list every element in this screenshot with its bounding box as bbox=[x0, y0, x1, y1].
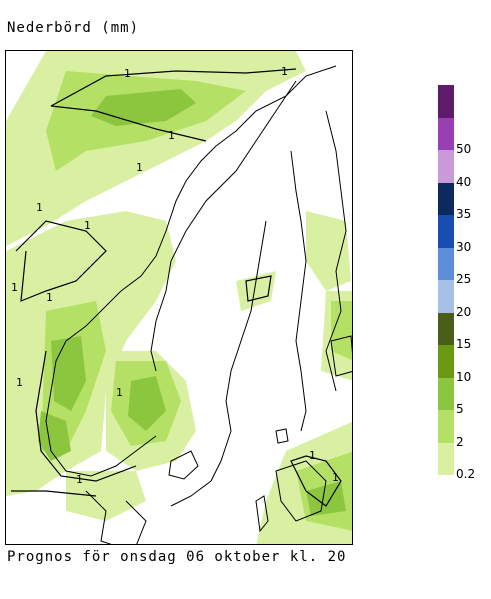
contour-label: 1 bbox=[309, 449, 316, 462]
sweden-east-coast bbox=[170, 220, 267, 507]
contour-label: 1 bbox=[84, 219, 91, 232]
legend-label: 10 bbox=[456, 369, 472, 384]
vanern-lake bbox=[168, 450, 199, 480]
legend-label: 30 bbox=[456, 239, 472, 254]
norway-coastline bbox=[45, 65, 337, 477]
legend-label: 50 bbox=[456, 142, 472, 156]
legend-swatch bbox=[438, 247, 454, 280]
legend-swatch bbox=[438, 410, 454, 443]
contour-baltic bbox=[290, 455, 342, 507]
precip-area-south-norway-dark bbox=[128, 376, 166, 431]
legend-swatch bbox=[438, 117, 454, 150]
contour-lines-layer bbox=[11, 68, 342, 507]
baltic-states bbox=[275, 460, 327, 522]
aland-islands bbox=[275, 428, 289, 444]
legend-label: 15 bbox=[456, 337, 472, 351]
gotland-island bbox=[255, 495, 269, 533]
map-svg: 1 1 1 1 1 1 1 1 1 1 1 1 1 bbox=[6, 51, 352, 544]
contour-label: 1 bbox=[168, 129, 175, 142]
map-title: Nederbörd (mm) bbox=[7, 20, 140, 36]
contour-skagerrak bbox=[11, 490, 97, 497]
finland-russia-border bbox=[325, 110, 347, 392]
legend-label: 20 bbox=[456, 304, 472, 319]
contour-label: 1 bbox=[11, 281, 18, 294]
ladoga-lake bbox=[330, 335, 352, 377]
legend-swatch bbox=[438, 377, 454, 410]
contour-label: 1 bbox=[46, 291, 53, 304]
legend-swatch bbox=[438, 85, 454, 118]
legend-swatch bbox=[438, 182, 454, 215]
contour-label: 1 bbox=[36, 201, 43, 214]
contour-label: 1 bbox=[16, 376, 23, 389]
contour-sweden-spot bbox=[245, 275, 272, 302]
precip-area-russia-mid bbox=[331, 301, 352, 361]
legend-label: 0.2 bbox=[456, 467, 476, 481]
contour-label: 1 bbox=[116, 386, 123, 399]
contour-label: 1 bbox=[332, 471, 339, 484]
precip-area-norway-coast-dark bbox=[51, 336, 86, 411]
legend-label: 2 bbox=[456, 434, 464, 449]
legend-swatch bbox=[438, 150, 454, 183]
legend-label: 5 bbox=[456, 402, 464, 416]
legend-swatch bbox=[438, 280, 454, 313]
finland-coast bbox=[290, 150, 307, 432]
legend-swatch bbox=[438, 442, 454, 475]
contour-label: 1 bbox=[281, 65, 288, 78]
contour-label: 1 bbox=[124, 67, 131, 80]
contour-north bbox=[50, 68, 297, 142]
legend-label: 35 bbox=[456, 207, 472, 221]
forecast-caption: Prognos för onsdag 06 oktober kl. 20 bbox=[7, 549, 347, 565]
legend-label: 25 bbox=[456, 272, 472, 286]
precipitation-map: 1 1 1 1 1 1 1 1 1 1 1 1 1 bbox=[5, 50, 353, 545]
precip-area-finland-east bbox=[306, 211, 351, 291]
legend-swatch bbox=[438, 312, 454, 345]
precip-area-sweden-mid bbox=[236, 271, 276, 311]
precip-area-skagerrak bbox=[66, 471, 146, 521]
contour-norway-coast bbox=[35, 350, 137, 482]
contour-labels-layer: 1 1 1 1 1 1 1 1 1 1 1 1 1 bbox=[11, 65, 339, 486]
legend-swatch bbox=[438, 215, 454, 248]
contour-norway-west bbox=[15, 220, 107, 302]
legend-label: 40 bbox=[456, 174, 472, 189]
sweden-norway-border bbox=[150, 80, 297, 372]
contour-label: 1 bbox=[136, 161, 143, 174]
denmark-outline bbox=[85, 490, 147, 544]
coastlines-layer bbox=[45, 65, 352, 544]
legend-swatch bbox=[438, 345, 454, 378]
contour-label: 1 bbox=[76, 473, 83, 486]
